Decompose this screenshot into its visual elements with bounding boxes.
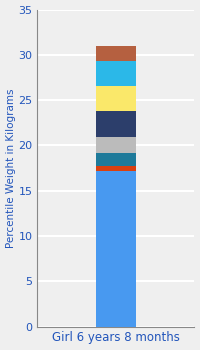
Bar [96,61,136,86]
Bar [96,46,136,61]
Bar [96,137,136,153]
Bar [96,171,136,327]
Bar [96,153,136,166]
Bar [96,86,136,111]
Y-axis label: Percentile Weight in Kilograms: Percentile Weight in Kilograms [6,88,16,248]
Bar [96,111,136,137]
Bar [96,166,136,171]
